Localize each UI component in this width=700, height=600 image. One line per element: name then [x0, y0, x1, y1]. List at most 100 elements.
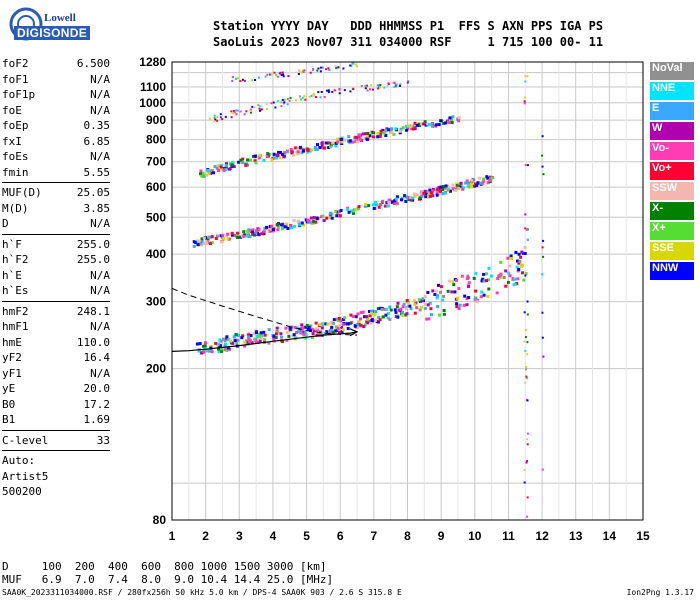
noise-point — [526, 399, 529, 402]
echo-point — [249, 108, 252, 111]
echo-point — [222, 168, 226, 172]
echo-point — [274, 336, 278, 340]
echo-point — [390, 131, 394, 135]
echo-point — [274, 332, 278, 336]
echo-point — [499, 275, 503, 279]
echo-point — [320, 91, 323, 93]
echo-point — [451, 187, 455, 191]
echo-point — [225, 162, 228, 166]
param-value: N/A — [90, 72, 110, 86]
echo-point — [320, 142, 324, 145]
echo-point — [243, 340, 247, 344]
echo-point — [352, 62, 355, 65]
echo-point — [450, 290, 454, 294]
echo-point — [381, 199, 384, 203]
echo-point — [434, 123, 438, 127]
echo-point — [413, 303, 417, 307]
echo-point — [243, 344, 247, 348]
echo-point — [334, 144, 338, 148]
echo-point — [387, 201, 391, 204]
echo-point — [447, 279, 451, 283]
echo-point — [469, 185, 473, 189]
echo-point — [328, 212, 332, 216]
echo-point — [507, 271, 511, 275]
echo-point — [435, 296, 439, 300]
echo-point — [225, 234, 229, 238]
param-label: foE — [2, 103, 22, 117]
echo-point — [455, 305, 459, 309]
echo-point — [423, 189, 427, 193]
logo-text-lowell: Lowell — [44, 12, 76, 24]
echo-point — [409, 307, 413, 311]
echo-point — [274, 106, 277, 109]
logo-text-digisonde: DIGISONDE — [14, 26, 91, 40]
echo-point — [333, 329, 337, 333]
echo-point — [218, 344, 222, 348]
echo-point — [280, 73, 283, 76]
echo-point — [413, 127, 417, 131]
noise-point — [526, 438, 528, 441]
echo-point — [426, 291, 430, 294]
echo-point — [457, 287, 461, 291]
noise-point — [541, 246, 544, 249]
echo-point — [405, 124, 408, 128]
echo-point — [480, 290, 484, 294]
echo-point — [376, 84, 379, 87]
echo-point — [417, 298, 421, 302]
echo-point — [252, 233, 256, 237]
autoscale-note: Artist5 — [2, 469, 49, 483]
echo-point — [272, 338, 276, 342]
echo-point — [395, 197, 398, 201]
echo-point — [431, 194, 435, 198]
noise-point — [526, 313, 529, 316]
noise-point — [525, 375, 528, 378]
param-separator — [2, 233, 110, 235]
echo-point — [262, 330, 266, 334]
echo-point — [199, 243, 202, 247]
echo-point — [312, 69, 314, 72]
param-label: yE — [2, 382, 16, 395]
param-value: N/A — [90, 268, 110, 282]
echo-point — [329, 328, 333, 332]
echo-point — [333, 89, 336, 92]
echo-point — [299, 95, 301, 98]
echo-point — [479, 295, 483, 299]
param-label: foF1p — [2, 88, 36, 101]
param-row: D N/A — [2, 216, 110, 232]
echo-point — [334, 65, 337, 67]
echo-point — [300, 323, 304, 327]
echo-point — [405, 312, 409, 316]
echo-point — [328, 69, 331, 72]
echo-point — [239, 158, 243, 162]
y-tick-label: 300 — [146, 295, 166, 309]
echo-point — [251, 230, 255, 234]
echo-point — [466, 185, 470, 189]
echo-point — [237, 77, 239, 80]
echo-point — [482, 279, 486, 283]
footer-file-info: SAA0K_2023311034000.RSF / 280fx256h 50 k… — [2, 588, 402, 597]
y-tick-label: 1280 — [139, 55, 166, 69]
echo-point — [195, 342, 199, 346]
echo-point — [282, 75, 285, 78]
echo-point — [425, 317, 429, 321]
plot-frame — [171, 61, 644, 521]
echo-point — [249, 334, 253, 338]
echo-point — [420, 299, 424, 302]
echo-point — [249, 229, 253, 233]
echo-point — [217, 169, 220, 172]
echo-point — [359, 317, 362, 321]
echo-point — [309, 71, 312, 74]
param-label: h`F2 — [2, 253, 29, 266]
echo-point — [220, 240, 223, 244]
echo-point — [437, 123, 441, 127]
echo-point — [282, 155, 286, 159]
echo-point — [196, 239, 200, 243]
echo-point — [467, 284, 471, 288]
echo-point — [406, 301, 410, 304]
echo-point — [255, 340, 259, 344]
echo-point — [470, 178, 474, 182]
echo-point — [423, 302, 427, 306]
echo-point — [288, 326, 292, 330]
echo-point — [298, 69, 300, 72]
echo-point — [439, 185, 443, 189]
